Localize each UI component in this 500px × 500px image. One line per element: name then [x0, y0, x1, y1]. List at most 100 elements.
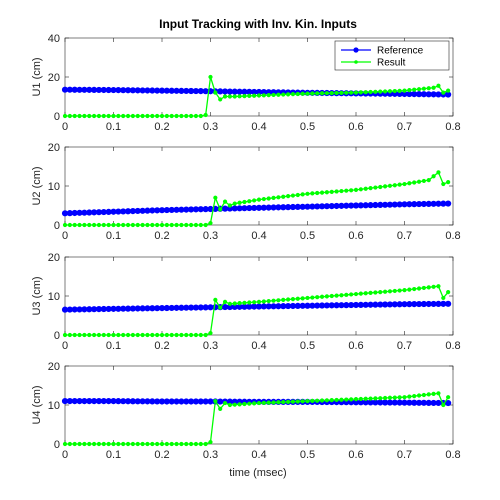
data-point [189, 113, 194, 119]
y-tick-label: 10 [48, 400, 60, 412]
data-point [252, 401, 257, 406]
data-point [373, 396, 378, 401]
data-point [426, 86, 431, 91]
data-point [247, 300, 252, 305]
data-point [412, 393, 417, 399]
data-point [281, 194, 286, 199]
data-point [315, 398, 320, 403]
data-point [242, 300, 247, 305]
data-point [363, 396, 368, 401]
data-point [363, 186, 368, 191]
legend-label: Result [377, 58, 406, 69]
data-point [140, 441, 145, 447]
data-point [232, 94, 237, 99]
data-point [159, 441, 165, 447]
data-point [271, 195, 276, 200]
data-point [135, 332, 140, 338]
data-point [441, 295, 446, 301]
x-tick-label: 0.6 [348, 230, 363, 242]
data-point [436, 83, 441, 88]
data-point [300, 296, 305, 301]
data-point [208, 330, 213, 336]
data-point [150, 222, 155, 228]
x-tick-label: 0.2 [154, 340, 169, 352]
legend-label: Reference [377, 46, 424, 57]
data-point [111, 332, 116, 338]
data-point [77, 113, 82, 119]
legend-entry: Reference [341, 46, 424, 57]
data-point [281, 297, 286, 302]
data-point [67, 332, 72, 338]
legend-entry: Result [341, 58, 406, 69]
data-point [111, 113, 116, 119]
x-tick-label: 0.2 [154, 449, 169, 461]
data-point [397, 288, 402, 293]
data-point [130, 222, 135, 228]
data-point [106, 332, 111, 338]
data-point [87, 332, 92, 338]
data-point [116, 332, 121, 338]
x-tick-label: 0.1 [106, 121, 121, 133]
data-point [402, 181, 407, 187]
data-point [169, 113, 174, 119]
data-point [334, 293, 339, 298]
data-point [290, 297, 296, 302]
data-point [164, 222, 169, 228]
data-point [368, 89, 373, 95]
data-point [310, 295, 315, 300]
data-point [319, 190, 325, 195]
data-point [358, 396, 363, 402]
data-point [62, 441, 68, 447]
data-point [218, 207, 223, 212]
data-point [436, 170, 441, 175]
data-point [407, 287, 412, 292]
legend-swatch-marker [353, 47, 359, 53]
data-point [145, 441, 150, 447]
x-axis-label: time (msec) [229, 467, 286, 479]
x-tick-label: 0.1 [106, 230, 121, 242]
data-point [77, 441, 82, 447]
x-tick-label: 0.7 [397, 340, 412, 352]
x-tick-label: 0.7 [397, 230, 412, 242]
data-point [179, 113, 184, 119]
data-point [252, 198, 257, 203]
data-point [271, 400, 276, 405]
data-point [319, 91, 325, 96]
data-point [256, 400, 262, 406]
data-point [232, 402, 237, 407]
data-point [441, 90, 446, 95]
data-point [446, 88, 451, 93]
data-point [164, 332, 169, 338]
data-point [213, 195, 218, 200]
data-point [441, 402, 446, 408]
data-point [416, 393, 422, 398]
data-point [300, 192, 305, 197]
data-point [319, 294, 325, 299]
x-tick-label: 0.3 [203, 230, 218, 242]
data-point [82, 222, 87, 228]
data-point [77, 222, 82, 228]
data-point [383, 184, 388, 189]
data-point [256, 197, 262, 202]
data-point [416, 286, 422, 291]
data-point [305, 295, 310, 301]
data-point [159, 113, 165, 119]
data-point [125, 441, 131, 447]
data-point [174, 441, 179, 447]
data-point [353, 90, 359, 95]
data-point [431, 174, 436, 179]
data-point [252, 300, 257, 305]
x-tick-label: 0.4 [251, 121, 266, 133]
data-point [446, 395, 451, 400]
data-point [121, 222, 126, 228]
data-point [421, 392, 426, 398]
data-point [392, 288, 397, 294]
data-point [72, 332, 77, 338]
data-point [431, 391, 436, 396]
data-point [387, 183, 393, 188]
data-point [82, 113, 87, 119]
x-tick-label: 0.6 [348, 121, 363, 133]
data-point [179, 441, 184, 447]
data-point [247, 401, 252, 406]
data-point [358, 90, 363, 95]
